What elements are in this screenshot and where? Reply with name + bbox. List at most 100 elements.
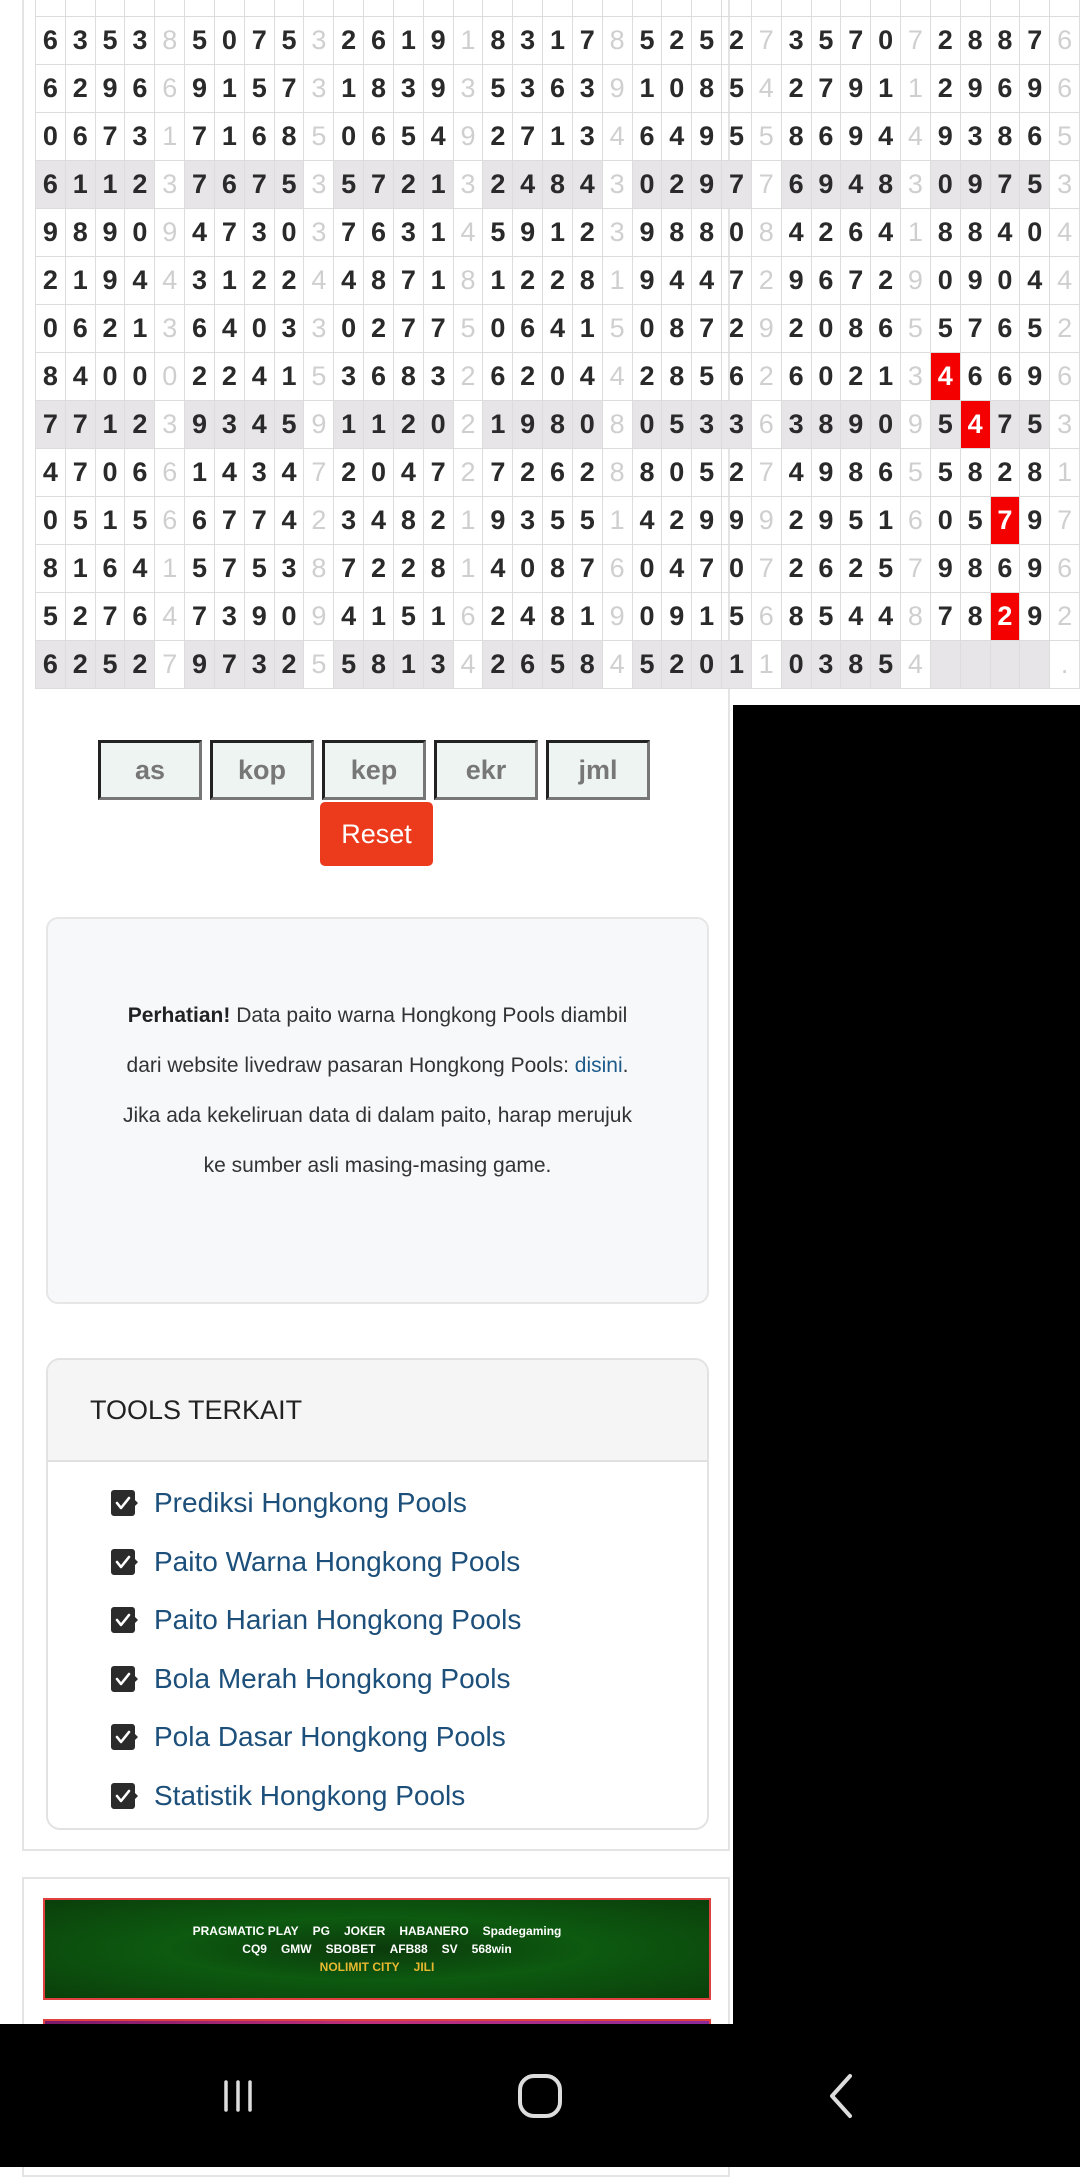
paito-digit-cell[interactable]: 5 (542, 640, 573, 689)
paito-digit-cell[interactable]: 0 (124, 352, 156, 401)
paito-digit-cell[interactable]: 4 (840, 592, 872, 641)
paito-digit-cell[interactable]: 2 (273, 256, 305, 305)
paito-digit-cell[interactable]: 7 (184, 112, 215, 161)
paito-digit-cell[interactable]: 6 (1019, 112, 1051, 161)
paito-digit-cell[interactable]: 4 (870, 592, 902, 641)
paito-digit-cell[interactable]: 2 (661, 16, 693, 65)
paito-digit-cell[interactable]: 8 (571, 640, 603, 689)
paito-digit-cell[interactable]: 6 (363, 208, 394, 257)
paito-digit-cell[interactable]: 7 (840, 16, 872, 65)
paito-digit-cell[interactable]: 1 (124, 304, 156, 353)
paito-digit-cell[interactable]: 1 (184, 448, 215, 497)
paito-digit-cell[interactable]: 6 (810, 112, 842, 161)
paito-digit-cell[interactable]: 2 (780, 64, 812, 113)
paito-digit-cell[interactable]: 2 (512, 256, 544, 305)
paito-digit-cell[interactable]: 8 (959, 208, 991, 257)
paito-digit-cell[interactable]: 0 (571, 400, 603, 449)
paito-digit-cell[interactable]: 0 (631, 544, 663, 593)
paito-digit-cell[interactable]: 0 (810, 304, 842, 353)
paito-digit-cell[interactable]: 4 (661, 112, 693, 161)
paito-digit-cell[interactable]: 6 (213, 160, 245, 209)
paito-digit-cell[interactable]: 7 (363, 160, 394, 209)
paito-digit-cell[interactable]: 2 (94, 304, 126, 353)
paito-digit-cell[interactable]: 7 (213, 640, 245, 689)
paito-digit-cell[interactable]: 6 (631, 112, 663, 161)
paito-digit-cell[interactable]: 5 (721, 592, 752, 641)
paito-digit-cell[interactable]: 9 (94, 64, 126, 113)
paito-digit-cell[interactable]: 3 (392, 208, 424, 257)
paito-digit-cell[interactable]: 6 (989, 304, 1021, 353)
paito-digit-cell[interactable]: 3 (243, 448, 275, 497)
paito-digit-cell[interactable]: 5 (243, 544, 275, 593)
paito-digit-cell[interactable]: 5 (929, 448, 961, 497)
paito-digit-cell[interactable]: 4 (840, 160, 872, 209)
paito-digit-cell[interactable]: 2 (392, 160, 424, 209)
paito-digit-cell[interactable]: 1 (542, 112, 573, 161)
paito-digit-cell[interactable]: 7 (810, 64, 842, 113)
paito-digit-cell[interactable]: 4 (482, 544, 514, 593)
paito-digit-cell[interactable]: 8 (870, 160, 902, 209)
paito-digit-cell[interactable]: 1 (870, 496, 902, 545)
paito-digit-cell[interactable]: 6 (810, 256, 842, 305)
paito-digit-cell[interactable]: 2 (571, 448, 603, 497)
paito-digit-cell[interactable]: 5 (333, 160, 365, 209)
paito-digit-cell[interactable]: 2 (661, 160, 693, 209)
paito-digit-cell[interactable]: 5 (35, 592, 66, 641)
paito-digit-cell[interactable]: 0 (422, 400, 454, 449)
paito-digit-cell[interactable]: 9 (959, 64, 991, 113)
paito-digit-cell[interactable]: 0 (273, 208, 305, 257)
paito-digit-cell[interactable]: 4 (661, 544, 693, 593)
paito-digit-cell[interactable]: 2 (512, 352, 544, 401)
paito-digit-cell[interactable]: 6 (124, 64, 156, 113)
paito-digit-cell[interactable]: 2 (780, 544, 812, 593)
paito-digit-cell[interactable]: 6 (35, 640, 66, 689)
paito-digit-cell[interactable]: 5 (631, 16, 663, 65)
paito-digit-cell[interactable]: 9 (929, 544, 961, 593)
paito-digit-cell[interactable]: 2 (64, 592, 96, 641)
paito-digit-cell[interactable]: 3 (243, 640, 275, 689)
paito-digit-cell[interactable]: 8 (691, 64, 723, 113)
paito-digit-cell[interactable]: 6 (542, 64, 573, 113)
paito-digit-cell[interactable]: 6 (810, 544, 842, 593)
ad-banner-providers[interactable]: PRAGMATIC PLAY PG JOKER HABANERO Spadegaming… (43, 1898, 711, 2000)
paito-digit-cell[interactable] (1019, 640, 1051, 689)
paito-digit-cell[interactable]: 2 (64, 640, 96, 689)
paito-digit-cell[interactable]: 0 (631, 160, 663, 209)
paito-digit-cell[interactable]: 2 (810, 208, 842, 257)
paito-digit-cell[interactable]: 9 (840, 400, 872, 449)
paito-digit-cell[interactable]: 1 (363, 400, 394, 449)
paito-digit-cell[interactable]: 0 (929, 256, 961, 305)
paito-digit-cell[interactable]: 7 (422, 304, 454, 353)
paito-digit-cell[interactable]: 2 (870, 256, 902, 305)
paito-digit-cell[interactable]: 2 (929, 16, 961, 65)
paito-digit-cell[interactable]: 0 (35, 112, 66, 161)
paito-digit-cell[interactable]: 8 (392, 496, 424, 545)
paito-digit-cell[interactable]: 4 (512, 592, 544, 641)
paito-digit-cell[interactable]: 8 (959, 544, 991, 593)
paito-digit-cell[interactable]: 4 (929, 352, 961, 401)
paito-digit-cell[interactable]: 5 (1019, 400, 1051, 449)
paito-digit-cell[interactable]: 5 (64, 496, 96, 545)
paito-digit-cell[interactable]: 9 (631, 256, 663, 305)
paito-digit-cell[interactable]: 1 (542, 16, 573, 65)
paito-digit-cell[interactable]: 2 (721, 16, 752, 65)
paito-digit-cell[interactable]: 2 (721, 448, 752, 497)
paito-digit-cell[interactable]: 7 (571, 16, 603, 65)
paito-digit-cell[interactable] (989, 640, 1021, 689)
paito-digit-cell[interactable]: 7 (929, 592, 961, 641)
paito-digit-cell[interactable]: 7 (571, 544, 603, 593)
paito-digit-cell[interactable]: 5 (810, 16, 842, 65)
paito-digit-cell[interactable]: 8 (392, 352, 424, 401)
paito-digit-cell[interactable]: 6 (124, 592, 156, 641)
paito-digit-cell[interactable]: 3 (721, 400, 752, 449)
paito-digit-cell[interactable]: 5 (870, 640, 902, 689)
paito-digit-cell[interactable]: 7 (184, 160, 215, 209)
paito-digit-cell[interactable]: 3 (213, 592, 245, 641)
paito-digit-cell[interactable]: 7 (213, 208, 245, 257)
paito-digit-cell[interactable]: 8 (661, 352, 693, 401)
paito-digit-cell[interactable]: 2 (392, 400, 424, 449)
paito-digit-cell[interactable]: 1 (64, 256, 96, 305)
paito-digit-cell[interactable]: 4 (392, 448, 424, 497)
paito-digit-cell[interactable]: 6 (35, 16, 66, 65)
paito-digit-cell[interactable]: 0 (1019, 208, 1051, 257)
